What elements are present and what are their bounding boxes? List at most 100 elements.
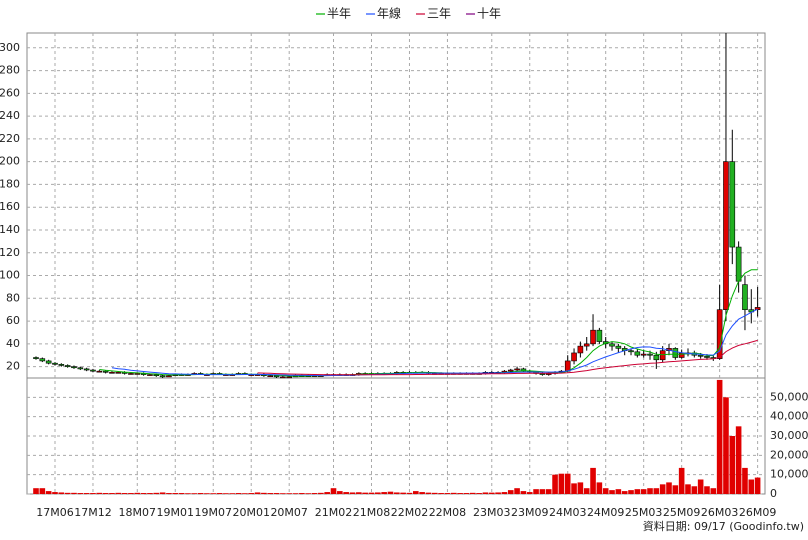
y-tick-label: 60 [6, 314, 20, 327]
y-tick-label: 40 [6, 337, 20, 350]
volume-bar [742, 467, 748, 494]
volume-bar [558, 473, 565, 494]
candle-body [128, 373, 134, 375]
candle-body [704, 356, 710, 358]
y2-tick-label: 10,000 [770, 468, 808, 481]
x-tick-label: 26M03 [701, 506, 739, 519]
candle-body [577, 345, 584, 354]
candle-body [640, 353, 647, 356]
volume-bar [723, 397, 729, 494]
x-tick-label: 21M02 [315, 506, 353, 519]
y-tick-label: 240 [0, 109, 20, 122]
volume-bar [545, 489, 552, 494]
x-tick-label: 23M03 [473, 506, 511, 519]
volume-bar [45, 491, 52, 494]
volume-bar [134, 492, 141, 494]
volume-bar [140, 493, 147, 494]
volume-bar [128, 493, 134, 494]
volume-bar [729, 436, 736, 494]
x-tick-label: 17M06 [36, 506, 74, 519]
volume-bar [526, 492, 533, 494]
candle-body [647, 353, 653, 356]
volume-bar [362, 492, 368, 494]
x-tick-label: 19M07 [194, 506, 232, 519]
y-tick-label: 20 [6, 360, 20, 373]
candle-body [564, 360, 571, 372]
volume-bar [634, 489, 641, 494]
candle-body [697, 354, 704, 357]
candle-body [634, 351, 641, 356]
x-tick-label: 25M09 [663, 506, 701, 519]
volume-bar [381, 492, 387, 494]
ma-line [257, 339, 758, 376]
x-tick-label: 22M02 [391, 506, 429, 519]
volume-bar [210, 493, 217, 494]
candle-body [659, 350, 666, 361]
volume-bar [602, 488, 609, 494]
candle-body [729, 161, 736, 248]
volume-bar [640, 489, 647, 494]
volume-bar [337, 491, 343, 494]
volume-bar [185, 493, 191, 494]
volume-bar [305, 493, 311, 494]
candle-body [280, 376, 286, 379]
y-tick-label: 200 [0, 155, 20, 168]
volume-bar [280, 493, 286, 494]
volume-bar [311, 493, 318, 494]
volume-bar [495, 492, 501, 494]
legend-label: 半年 [327, 7, 351, 21]
candle-body [115, 372, 122, 374]
volume-bar [71, 492, 77, 494]
y2-tick-label: 20,000 [770, 448, 808, 461]
volume-bar [318, 492, 324, 494]
volume-bar [539, 489, 546, 494]
candle-body [71, 366, 77, 369]
volume-bar [419, 492, 425, 494]
volume-bar [653, 488, 660, 494]
volume-bar [273, 493, 280, 494]
volume-bar [324, 492, 330, 494]
volume-bar [735, 426, 742, 494]
volume-bar [444, 493, 451, 494]
candle-body [596, 329, 603, 342]
volume-bar [609, 490, 615, 494]
candle-body [96, 370, 103, 373]
volume-bar [590, 467, 596, 494]
volume-bar [628, 490, 634, 494]
volume-bar [115, 492, 122, 494]
candle-body [514, 368, 520, 371]
volume-bar [501, 492, 508, 494]
volume-bar [685, 484, 691, 494]
candle-body [102, 370, 109, 373]
x-tick-label: 21M08 [353, 506, 391, 519]
volume-bar [678, 467, 685, 494]
volume-bar [229, 493, 236, 494]
volume-bar [394, 492, 400, 494]
y-tick-label: 260 [0, 86, 20, 99]
volume-bar [431, 492, 438, 494]
candle-body [615, 345, 622, 349]
volume-bar [172, 493, 179, 494]
volume-bar [286, 493, 292, 494]
volume-bar [457, 493, 463, 494]
volume-bar [754, 477, 761, 494]
candle-body [134, 373, 141, 375]
volume-bar [64, 492, 71, 494]
source-note: 資料日期: 09/17 (Goodinfo.tw) [643, 519, 804, 533]
candle-body [723, 161, 729, 310]
volume-bar [577, 482, 584, 494]
candle-body [109, 372, 115, 374]
volume-bar [356, 492, 362, 494]
candle-body [672, 348, 679, 358]
volume-bar [450, 492, 457, 494]
ma-line [111, 308, 758, 377]
x-tick-label: 19M01 [157, 506, 195, 519]
volume-bar [343, 492, 349, 494]
volume-bar [406, 492, 413, 494]
candle-body [166, 375, 172, 378]
volume-bar [153, 492, 160, 494]
candle-body [609, 343, 615, 347]
y-tick-label: 220 [0, 132, 20, 145]
x-tick-label: 24M09 [587, 506, 625, 519]
